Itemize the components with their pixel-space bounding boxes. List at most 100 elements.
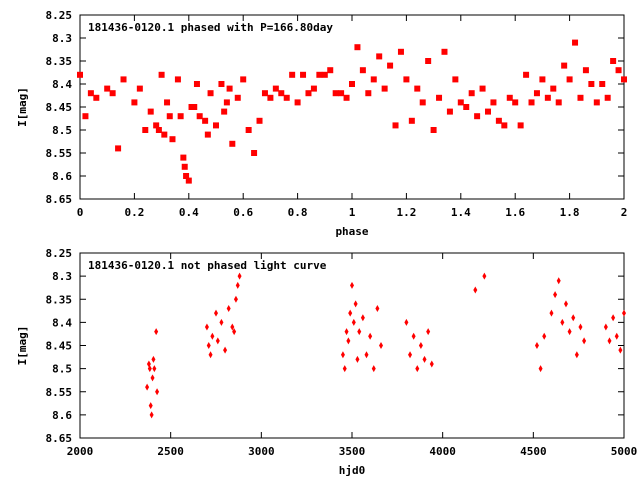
phased-y-tick-label: 8.65 <box>46 193 73 206</box>
data-point <box>446 108 453 115</box>
data-point <box>158 71 165 78</box>
data-point <box>332 90 339 97</box>
phased-x-tick-label: 1.6 <box>505 206 525 219</box>
data-point <box>147 365 152 373</box>
data-point <box>223 346 228 354</box>
data-point <box>355 355 360 363</box>
data-point <box>131 99 138 106</box>
phased-x-tick-label: 0 <box>77 206 84 219</box>
data-point <box>207 90 214 97</box>
phased-chart-title: 181436-0120.1 phased with P=166.80day <box>88 21 333 34</box>
data-point <box>479 85 486 92</box>
data-point <box>181 163 188 170</box>
data-point <box>379 342 384 349</box>
data-point <box>485 108 491 115</box>
data-point <box>349 81 355 87</box>
data-point <box>185 177 192 184</box>
unphased-y-tick-label: 8.55 <box>46 386 73 399</box>
data-point <box>495 117 502 124</box>
data-point <box>506 94 513 101</box>
unphased-y-tick-label: 8.4 <box>52 316 72 329</box>
data-point <box>607 337 612 345</box>
phased-y-tick-label: 8.25 <box>46 9 73 22</box>
data-point <box>136 85 143 92</box>
data-point <box>566 76 573 83</box>
data-point <box>411 332 416 340</box>
data-point <box>359 67 366 74</box>
data-point <box>556 277 561 285</box>
phased-y-tick-label: 8.6 <box>52 170 72 183</box>
data-point <box>218 81 225 87</box>
data-point <box>588 81 595 87</box>
data-point <box>414 85 421 92</box>
data-point <box>348 309 353 317</box>
data-point <box>582 337 587 345</box>
data-point <box>204 131 211 138</box>
data-point <box>542 332 547 340</box>
data-point <box>283 94 290 101</box>
data-point <box>221 108 228 115</box>
data-point <box>272 85 279 92</box>
data-point <box>289 71 296 78</box>
unphased-data-points <box>145 272 626 419</box>
data-point <box>206 342 211 349</box>
data-point <box>161 131 168 138</box>
data-point <box>346 337 351 345</box>
data-point <box>150 374 155 382</box>
data-point <box>622 309 626 317</box>
phased-x-tick-label: 1.4 <box>451 206 471 219</box>
data-point <box>512 99 519 106</box>
data-point <box>567 328 572 336</box>
data-point <box>215 337 220 345</box>
unphased-plot-frame <box>79 252 625 439</box>
data-point <box>93 94 100 101</box>
data-point <box>381 85 388 92</box>
data-point <box>193 81 200 87</box>
phased-x-tick-label: 0.8 <box>288 206 308 219</box>
data-point <box>368 332 373 340</box>
data-point <box>528 99 535 106</box>
data-point <box>251 150 258 156</box>
phased-light-curve-panel: 0 0.2 0.4 0.6 0.8 1 1.2 1.4 1.6 1.8 2 8.25 8.3 8.35 8.… <box>16 9 627 238</box>
data-point <box>147 108 154 115</box>
data-point <box>574 351 579 359</box>
data-point <box>154 328 159 336</box>
data-point <box>604 94 611 101</box>
data-point <box>593 99 600 106</box>
data-point <box>533 90 540 97</box>
data-point <box>539 76 546 83</box>
data-point <box>387 62 394 69</box>
data-point <box>490 99 497 106</box>
data-point <box>340 351 345 359</box>
data-point <box>223 99 230 106</box>
data-point <box>555 99 562 106</box>
data-point <box>344 328 349 336</box>
data-point <box>232 328 237 336</box>
data-point <box>425 58 432 64</box>
data-point <box>338 90 345 97</box>
data-point <box>316 71 323 78</box>
data-point <box>599 81 606 87</box>
data-point <box>517 122 524 129</box>
phased-x-tick-label: 0.2 <box>124 206 144 219</box>
data-point <box>234 94 241 101</box>
phased-y-tick-label: 8.35 <box>46 55 73 68</box>
data-point <box>404 318 409 326</box>
data-point <box>87 90 94 97</box>
unphased-light-curve-panel: 2000 2500 3000 3500 4000 4500 5000 8.25 8.3 8.35 8… <box>16 247 637 477</box>
data-point <box>151 355 156 363</box>
data-point <box>563 300 568 308</box>
phased-x-tick-label: 1.2 <box>396 206 416 219</box>
data-point <box>180 154 187 161</box>
data-point <box>233 295 238 303</box>
phased-x-tick-label: 0.6 <box>233 206 253 219</box>
data-point <box>577 94 584 101</box>
unphased-x-tick-label: 4000 <box>429 445 456 458</box>
data-point <box>343 94 350 101</box>
data-point <box>321 71 328 78</box>
data-point <box>115 145 122 152</box>
data-point <box>614 332 619 340</box>
data-point <box>610 58 617 64</box>
data-point <box>149 411 154 419</box>
